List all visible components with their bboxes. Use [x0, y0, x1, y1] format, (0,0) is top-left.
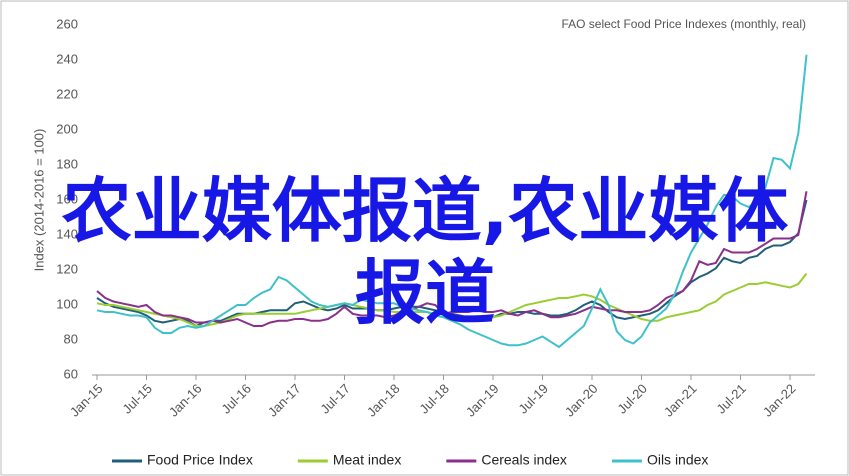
series-line [96, 272, 808, 327]
watermark: 农业媒体报道,农业媒体报道 [61, 170, 789, 334]
y-tick-label: 80 [64, 331, 78, 346]
y-tick-label: 120 [56, 261, 78, 276]
y-tick-label: 160 [56, 191, 78, 206]
y-axis-label: Index (2014-2016 = 100) [31, 129, 46, 272]
chart-title: FAO select Food Price Indexes (monthly, … [561, 17, 806, 31]
legend-label: Cereals index [481, 452, 567, 468]
y-tick-label: 60 [64, 366, 78, 381]
legend-label: Oils index [647, 452, 708, 468]
x-tick-label: Jul-16 [218, 381, 254, 417]
y-tick-label: 140 [56, 226, 78, 241]
x-tick-label: Jul-20 [614, 381, 650, 417]
x-tick-label: Jan-16 [166, 381, 205, 420]
y-tick-label: 260 [56, 16, 78, 31]
y-tick-label: 180 [56, 156, 78, 171]
x-tick-label: Jan-19 [463, 381, 502, 420]
x-tick-label: Jan-18 [364, 381, 403, 420]
y-tick-label: 100 [56, 296, 78, 311]
x-tick-label: Jan-20 [562, 381, 601, 420]
x-tick-label: Jan-22 [760, 381, 799, 420]
legend-label: Food Price Index [147, 452, 253, 468]
x-tick-label: Jul-19 [515, 381, 551, 417]
series-line [96, 191, 808, 327]
y-tick-label: 220 [56, 86, 78, 101]
x-tick-label: Jul-21 [713, 381, 749, 417]
x-tick-label: Jul-15 [119, 381, 155, 417]
x-tick-label: Jul-17 [317, 381, 353, 417]
y-tick-label: 200 [56, 121, 78, 136]
legend-label: Meat index [333, 452, 401, 468]
x-tick-label: Jan-17 [265, 381, 304, 420]
series-line [96, 54, 808, 349]
x-tick-label: Jan-15 [67, 381, 106, 420]
x-tick-label: Jul-18 [416, 381, 452, 417]
x-tick-label: Jan-21 [661, 381, 700, 420]
y-tick-label: 240 [56, 51, 78, 66]
